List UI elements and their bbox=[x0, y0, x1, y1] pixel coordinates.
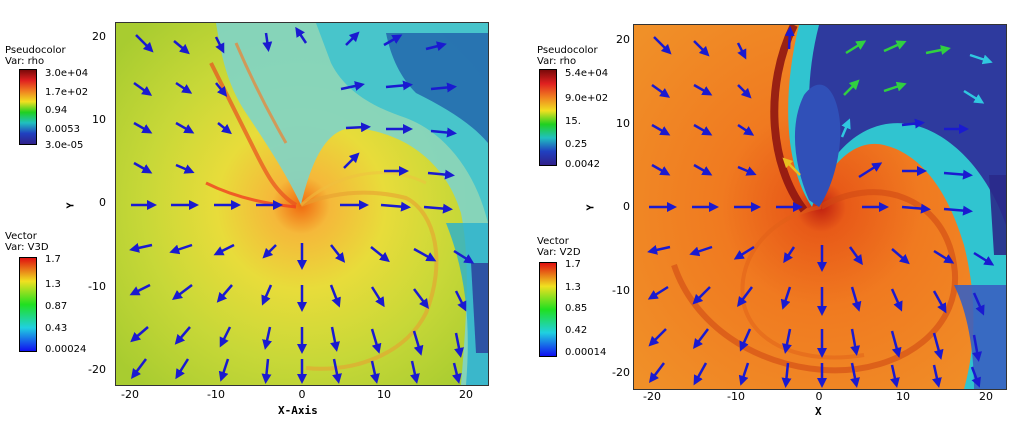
right-rho-tick-4: 0.25 bbox=[565, 139, 588, 150]
left-xtick-0: 0 bbox=[298, 388, 306, 401]
right-xtick-20: 20 bbox=[979, 390, 993, 403]
right-ytick-20: 20 bbox=[616, 33, 630, 46]
right-pseudocolor-var: Var: rho bbox=[537, 56, 577, 67]
left-xtick-m20: -20 bbox=[121, 388, 139, 401]
right-density-field bbox=[634, 25, 1006, 389]
right-ytick-m10: -10 bbox=[612, 284, 630, 297]
right-vector-var: Var: V2D bbox=[537, 247, 581, 258]
left-ytick-0: 0 bbox=[99, 196, 106, 209]
left-rho-tick-3: 0.94 bbox=[45, 105, 68, 116]
left-plot bbox=[115, 22, 489, 386]
right-xtick-m20: -20 bbox=[643, 390, 661, 403]
left-ytick-m10: -10 bbox=[88, 280, 106, 293]
left-vector-colorbar bbox=[19, 257, 37, 352]
left-xtick-m10: -10 bbox=[207, 388, 225, 401]
left-vector-var: Var: V3D bbox=[5, 242, 49, 253]
right-vec-tick-3: 0.85 bbox=[565, 303, 588, 314]
right-ytick-0: 0 bbox=[623, 200, 630, 213]
right-vec-tick-2: 1.3 bbox=[565, 282, 581, 293]
left-ytick-20: 20 bbox=[92, 30, 106, 43]
left-rho-colorbar bbox=[19, 69, 37, 145]
left-pseudocolor-title: Pseudocolor bbox=[5, 45, 66, 56]
right-rho-tick-1: 5.4e+04 bbox=[565, 68, 609, 79]
right-panel: Pseudocolor Var: rho 5.4e+04 9.0e+02 15.… bbox=[522, 0, 1024, 425]
right-velocity-arrows bbox=[647, 26, 995, 388]
right-rho-colorbar bbox=[539, 69, 557, 166]
right-vec-tick-4: 0.42 bbox=[565, 325, 588, 336]
right-rho-tick-2: 9.0e+02 bbox=[565, 93, 609, 104]
right-xtick-m10: -10 bbox=[727, 390, 745, 403]
left-vector-title: Vector bbox=[5, 231, 37, 242]
right-vector-colorbar bbox=[539, 262, 557, 357]
right-rho-tick-3: 15. bbox=[565, 116, 581, 127]
left-ytick-m20: -20 bbox=[88, 363, 106, 376]
left-vec-tick-3: 0.87 bbox=[45, 301, 68, 312]
left-xtick-10: 10 bbox=[377, 388, 391, 401]
right-plot bbox=[633, 24, 1007, 390]
left-vec-tick-4: 0.43 bbox=[45, 323, 68, 334]
left-vec-tick-5: 0.00024 bbox=[45, 344, 87, 355]
left-ytick-10: 10 bbox=[92, 113, 106, 126]
right-vec-tick-5: 0.00014 bbox=[565, 347, 607, 358]
left-rho-tick-4: 0.0053 bbox=[45, 124, 80, 135]
right-xlabel: X bbox=[815, 405, 822, 418]
left-pseudocolor-var: Var: rho bbox=[5, 56, 45, 67]
right-xtick-10: 10 bbox=[896, 390, 910, 403]
left-vec-tick-1: 1.7 bbox=[45, 254, 61, 265]
right-ytick-m20: -20 bbox=[612, 366, 630, 379]
left-rho-tick-2: 1.7e+02 bbox=[45, 87, 89, 98]
left-velocity-arrows bbox=[129, 26, 475, 384]
left-rho-tick-1: 3.0e+04 bbox=[45, 68, 89, 79]
left-density-field bbox=[116, 23, 488, 385]
right-rho-tick-5: 0.0042 bbox=[565, 159, 600, 170]
right-xtick-0: 0 bbox=[815, 390, 823, 403]
left-ylabel: Y bbox=[65, 202, 77, 209]
right-vec-tick-1: 1.7 bbox=[565, 259, 581, 270]
right-ylabel: Y bbox=[585, 204, 597, 211]
right-ytick-10: 10 bbox=[616, 117, 630, 130]
left-vec-tick-2: 1.3 bbox=[45, 279, 61, 290]
left-xtick-20: 20 bbox=[459, 388, 473, 401]
left-xlabel: X-Axis bbox=[278, 404, 318, 417]
left-rho-tick-5: 3.0e-05 bbox=[45, 140, 84, 151]
right-pseudocolor-title: Pseudocolor bbox=[537, 45, 598, 56]
right-vector-title: Vector bbox=[537, 236, 569, 247]
left-panel: Pseudocolor Var: rho 3.0e+04 1.7e+02 0.9… bbox=[0, 0, 500, 425]
